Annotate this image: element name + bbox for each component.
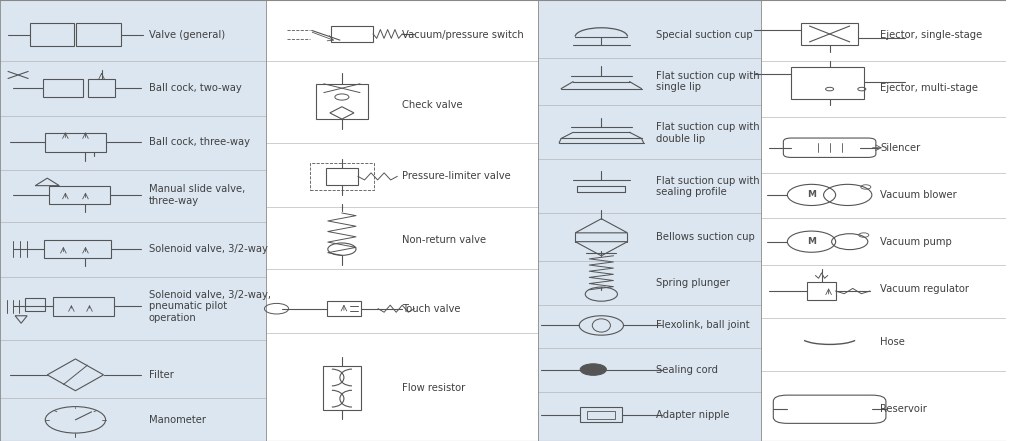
Text: Bellows suction cup: Bellows suction cup: [655, 232, 754, 242]
Text: Spring plunger: Spring plunger: [655, 278, 729, 288]
Text: Silencer: Silencer: [880, 143, 920, 153]
Text: Adapter nipple: Adapter nipple: [655, 410, 729, 419]
Bar: [77, 23, 120, 46]
Bar: [49, 186, 110, 204]
Bar: [792, 67, 864, 99]
Text: Vacuum blower: Vacuum blower: [880, 190, 956, 200]
Text: Touch valve: Touch valve: [402, 304, 461, 314]
Text: Ball cock, two-way: Ball cock, two-way: [148, 83, 241, 93]
Bar: [802, 23, 857, 45]
Text: Vacuum regulator: Vacuum regulator: [880, 284, 969, 294]
Text: Ball cock, three-way: Ball cock, three-way: [148, 138, 249, 147]
Text: M: M: [807, 191, 816, 199]
Text: Sealing cord: Sealing cord: [655, 365, 718, 374]
Text: Filter: Filter: [148, 370, 174, 380]
Bar: [326, 168, 358, 185]
Bar: [0, 0, 267, 441]
Text: Manometer: Manometer: [148, 415, 206, 425]
Circle shape: [580, 364, 606, 375]
Bar: [30, 23, 75, 46]
Text: Vacuum/pressure switch: Vacuum/pressure switch: [402, 30, 524, 40]
Bar: [54, 297, 114, 316]
Bar: [323, 366, 361, 410]
Text: Check valve: Check valve: [402, 100, 463, 110]
Bar: [89, 79, 115, 97]
Text: Non-return valve: Non-return valve: [402, 235, 487, 245]
Bar: [538, 0, 762, 441]
Bar: [587, 411, 615, 419]
Text: M: M: [807, 237, 816, 246]
Text: Solenoid valve, 3/2-way,
pneumatic pilot
operation: Solenoid valve, 3/2-way, pneumatic pilot…: [148, 290, 271, 323]
Text: Vacuum pump: Vacuum pump: [880, 237, 951, 247]
Bar: [331, 26, 373, 42]
Bar: [316, 84, 368, 119]
Bar: [45, 133, 106, 152]
Bar: [25, 298, 45, 311]
Text: Reservoir: Reservoir: [880, 404, 927, 414]
Bar: [807, 282, 835, 300]
Bar: [44, 240, 111, 258]
Text: Special suction cup: Special suction cup: [655, 30, 752, 40]
Bar: [580, 407, 622, 422]
Text: Flexolink, ball joint: Flexolink, ball joint: [655, 321, 749, 330]
Text: Solenoid valve, 3/2-way: Solenoid valve, 3/2-way: [148, 244, 268, 254]
Text: Pressure-limiter valve: Pressure-limiter valve: [402, 172, 511, 181]
Text: Manual slide valve,
three-way: Manual slide valve, three-way: [148, 184, 245, 206]
Text: Ejector, multi-stage: Ejector, multi-stage: [880, 83, 978, 93]
Bar: [327, 301, 361, 316]
Bar: [43, 79, 84, 97]
Text: Flat suction cup with
single lip: Flat suction cup with single lip: [655, 71, 760, 92]
Text: Hose: Hose: [880, 337, 905, 347]
Text: Ejector, single-stage: Ejector, single-stage: [880, 30, 982, 40]
Bar: [310, 163, 374, 190]
Text: Flow resistor: Flow resistor: [402, 383, 466, 393]
Text: Flat suction cup with
sealing profile: Flat suction cup with sealing profile: [655, 176, 760, 197]
Text: Valve (general): Valve (general): [148, 30, 225, 40]
Text: Flat suction cup with
double lip: Flat suction cup with double lip: [655, 123, 760, 144]
